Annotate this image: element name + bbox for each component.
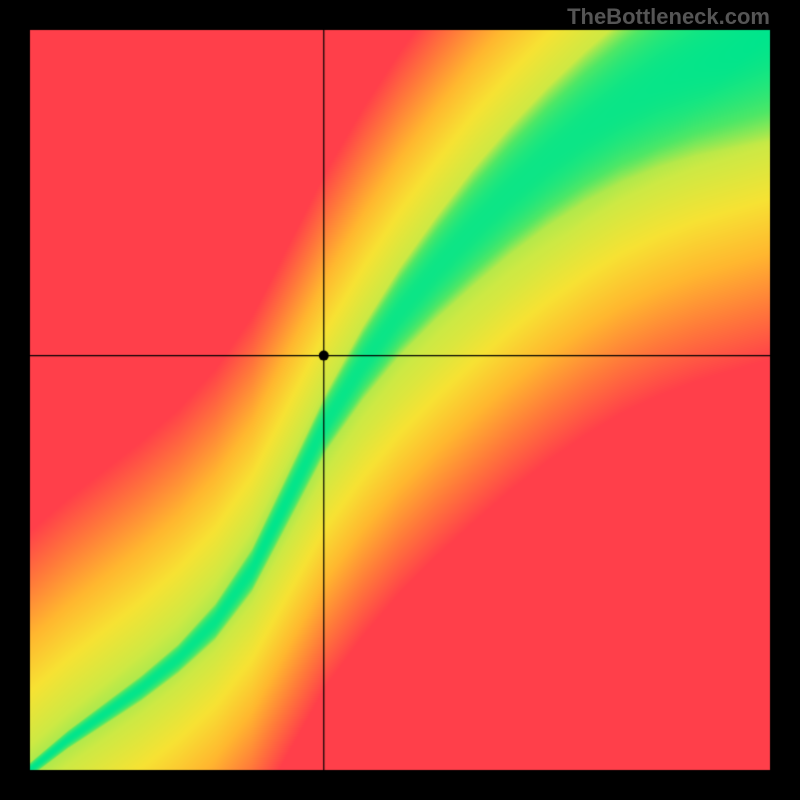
chart-container: TheBottleneck.com: [0, 0, 800, 800]
heatmap-canvas: [0, 0, 800, 800]
watermark-text: TheBottleneck.com: [567, 4, 770, 30]
